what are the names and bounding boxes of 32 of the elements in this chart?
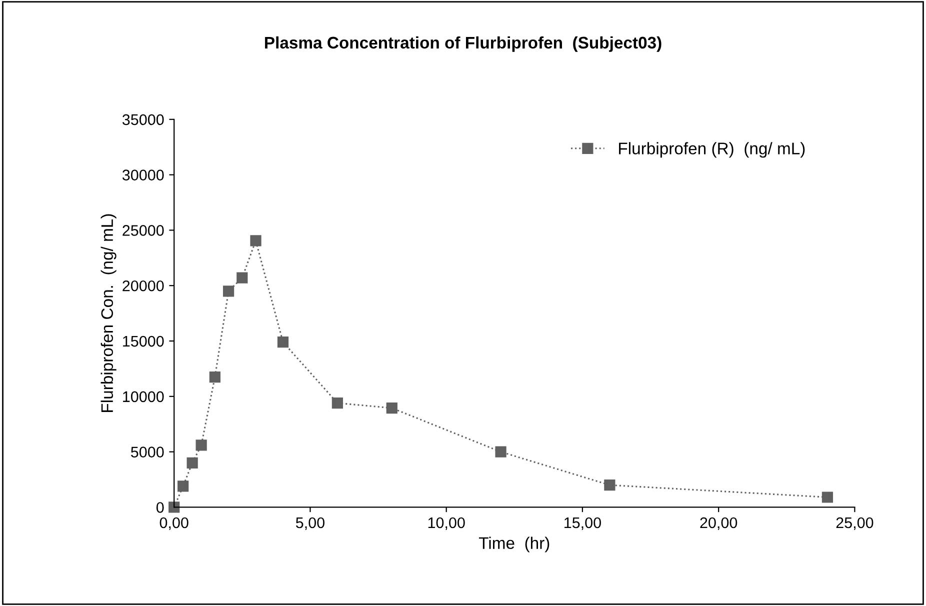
y-axis-title: Flurbiprofen Con. (ng/ mL) — [100, 214, 116, 412]
point — [168, 502, 180, 513]
point — [209, 371, 220, 383]
y-tick-label: 5000 — [130, 446, 164, 458]
y-tick-label: 20000 — [122, 280, 164, 292]
y-tick-label: 25000 — [122, 225, 164, 236]
point — [495, 446, 506, 458]
legend-label: Flurbiprofen (R) (ng/ mL) — [619, 142, 805, 158]
y-tick-label: 30000 — [122, 170, 164, 180]
x-tick-label: 0,00 — [160, 517, 188, 530]
point — [186, 457, 198, 468]
x-tick-label: 20,00 — [700, 517, 738, 530]
y-tick-label: 35000 — [122, 114, 164, 126]
point — [604, 480, 616, 491]
point — [822, 492, 834, 503]
x-axis-title: Time (hr) — [478, 536, 550, 552]
point — [386, 402, 398, 414]
point — [196, 440, 207, 451]
y-tick-label: 0 — [156, 502, 164, 513]
x-tick-label: 15,00 — [564, 517, 601, 530]
x-tick-label: 5,00 — [296, 517, 324, 530]
chart-title: Plasma Concentration of Flurbiprofen (Subject03) — [265, 36, 662, 52]
x-tick-label: 25,00 — [836, 517, 874, 530]
point — [277, 336, 289, 348]
point — [250, 235, 262, 246]
point — [332, 398, 343, 409]
point — [178, 480, 189, 492]
y-tick-label: 10000 — [123, 391, 164, 402]
point — [222, 286, 234, 297]
point — [236, 272, 248, 284]
y-tick-label: 15000 — [123, 336, 164, 347]
x-tick-label: 10,00 — [428, 517, 465, 530]
